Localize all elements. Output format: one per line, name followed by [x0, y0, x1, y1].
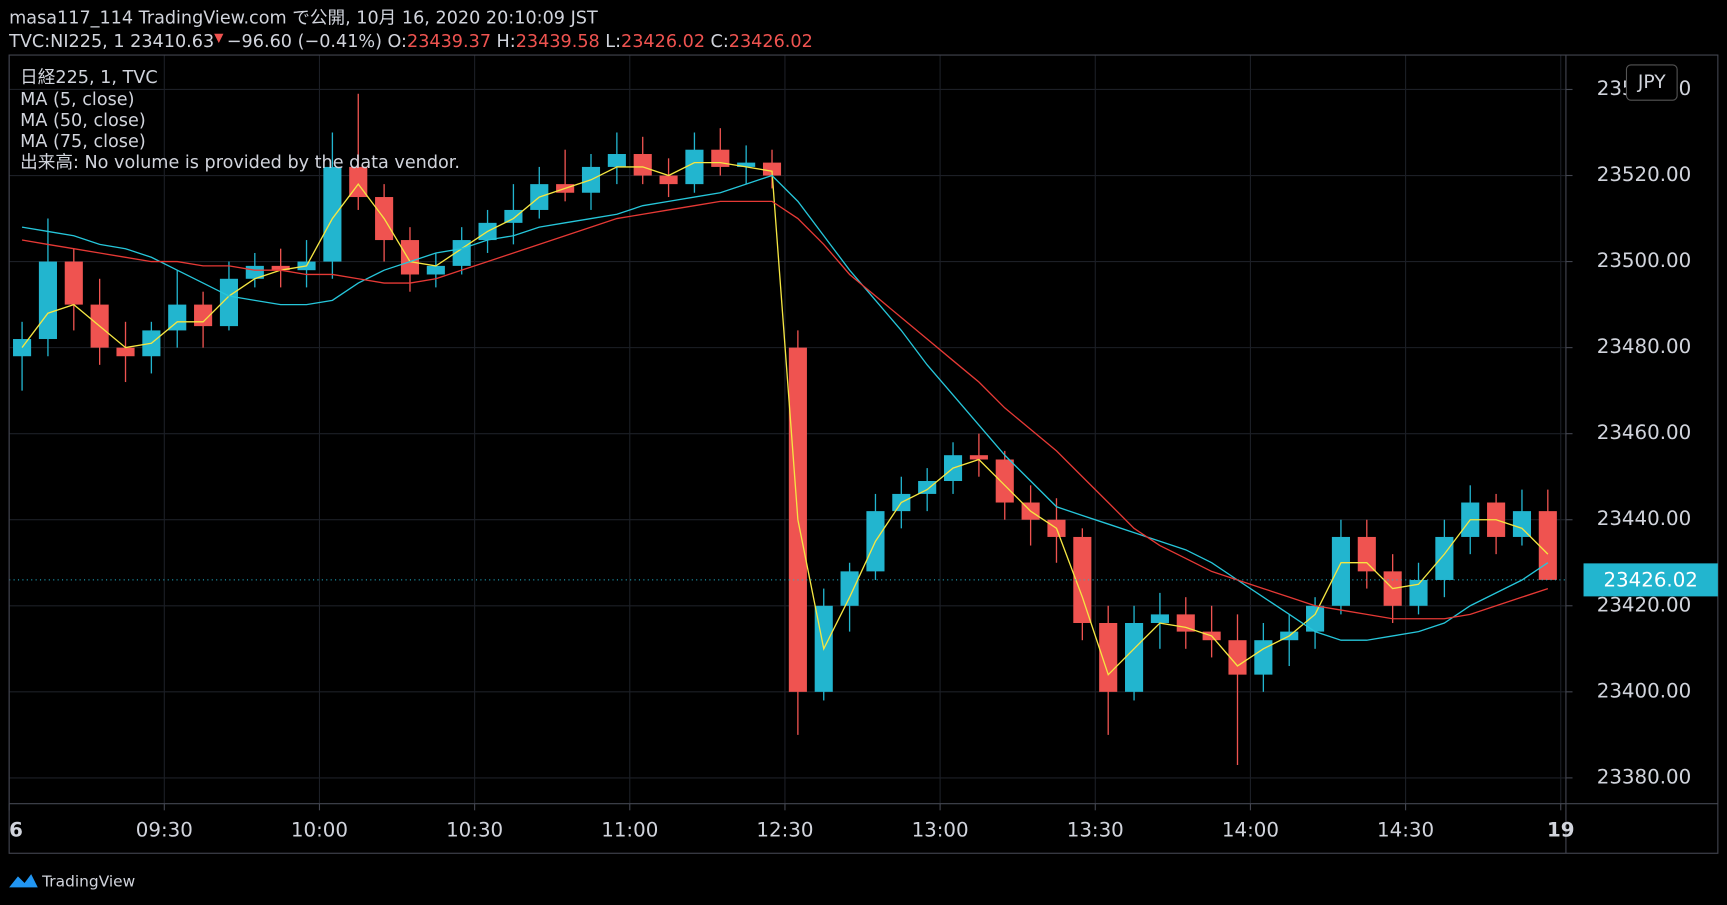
candle-body	[168, 304, 187, 331]
candle-body	[1073, 536, 1092, 623]
legend-entry[interactable]: MA (50, close)	[20, 111, 146, 131]
y-tick-label: 23500.00	[1597, 249, 1691, 272]
c-label: C:	[711, 32, 729, 52]
y-tick-label: 23380.00	[1597, 765, 1691, 788]
frame	[8, 54, 1719, 854]
candle-body	[1228, 640, 1247, 675]
candle-body	[13, 339, 32, 357]
currency-button[interactable]: JPY	[1625, 64, 1678, 101]
c-value: 23426.02	[729, 32, 813, 52]
candle-body	[995, 459, 1014, 503]
header-line: masa117_114 TradingView.com で公開, 10月 16,…	[9, 9, 598, 29]
x-tick-label: 12:30	[756, 819, 813, 842]
candle-body	[194, 304, 213, 327]
legend-title: 日経225, 1, TVC	[20, 68, 158, 88]
y-tick-label: 23440.00	[1597, 507, 1691, 530]
header-quote: TVC:NI225, 1 23410.63▼ −96.60 (−0.41%) O:2…	[8, 30, 813, 52]
candle-body	[1538, 511, 1557, 580]
x-tick-label: 13:30	[1067, 819, 1124, 842]
currency[interactable]: JPY	[1637, 72, 1666, 93]
candle-body	[1176, 614, 1195, 632]
candle-body	[737, 162, 756, 167]
o-label: O:	[388, 32, 407, 52]
x-tick-label: 19	[1547, 819, 1575, 842]
y-tick-label: 23520.00	[1597, 163, 1691, 186]
change-arrow: ▼	[214, 30, 224, 44]
ma-line	[21, 174, 1549, 641]
y-tick-label: 23420.00	[1597, 593, 1691, 616]
x-tick-label: 6	[9, 819, 23, 842]
candle-body	[918, 481, 937, 494]
h-value: 23439.58	[516, 32, 600, 52]
candle-body	[504, 209, 523, 223]
candle-body	[1331, 536, 1350, 606]
candle-body	[1306, 605, 1325, 632]
candle-body	[633, 154, 652, 176]
candle-body	[400, 240, 420, 275]
candle-body	[685, 149, 704, 185]
candle-body	[1435, 536, 1454, 580]
x-tick-label: 10:00	[291, 819, 348, 842]
candle-body	[1099, 622, 1118, 692]
brand[interactable]: TradingView	[9, 872, 135, 890]
l-label: L:	[605, 32, 621, 52]
candle-body	[116, 347, 135, 357]
candle-body	[607, 154, 626, 167]
candle-body	[1409, 579, 1428, 606]
candle-body	[64, 261, 83, 305]
y-tick-label: 23400.00	[1597, 679, 1691, 702]
y-tick-label: 23480.00	[1597, 335, 1691, 358]
x-tick-label: 14:30	[1377, 819, 1434, 842]
h-label: H:	[497, 32, 516, 52]
candle-body	[762, 162, 782, 176]
x-tick-label: 10:30	[446, 819, 503, 842]
x-tick-label: 11:00	[601, 819, 658, 842]
change: −96.60 (−0.41%)	[227, 32, 382, 52]
candle-body	[1357, 536, 1376, 572]
candle-body	[1150, 614, 1169, 623]
brand-logo[interactable]	[9, 874, 38, 888]
candle-body	[1125, 622, 1144, 692]
ma-line	[21, 200, 1549, 620]
plot	[9, 93, 1566, 765]
volume-note: 出来高: No volume is provided by the data v…	[20, 153, 460, 173]
x-tick-label: 09:30	[136, 819, 193, 842]
candle-body	[426, 265, 445, 275]
candle-body	[969, 455, 988, 460]
candle-body	[219, 278, 239, 327]
candle-body	[323, 166, 342, 262]
axes: 23380.00 23400.00 23420.00 23440.00 23460.00…	[8, 77, 1718, 842]
candle-body	[659, 175, 678, 185]
candle-body	[1512, 511, 1532, 537]
ma-line	[21, 161, 1549, 676]
currency-box[interactable]	[1625, 64, 1678, 101]
candle-body	[840, 571, 859, 606]
brand-name[interactable]: TradingView	[41, 872, 135, 890]
candle-body	[271, 265, 290, 271]
o-value: 23439.37	[407, 32, 491, 52]
candle-body	[38, 261, 57, 340]
last-price-label: 23426.02	[1603, 568, 1697, 591]
last-price-box	[1583, 563, 1718, 597]
candle-body	[1254, 640, 1273, 675]
legend-entry[interactable]: MA (5, close)	[20, 90, 134, 110]
l-value: 23426.02	[621, 32, 705, 52]
symbol: TVC:NI225, 1 23410.63	[8, 32, 214, 52]
x-tick-label: 14:00	[1222, 819, 1279, 842]
x-tick-label: 13:00	[912, 819, 969, 842]
legend-entry[interactable]: MA (75, close)	[20, 132, 146, 152]
grid	[8, 55, 1566, 804]
y-tick-label: 23460.00	[1597, 421, 1691, 444]
